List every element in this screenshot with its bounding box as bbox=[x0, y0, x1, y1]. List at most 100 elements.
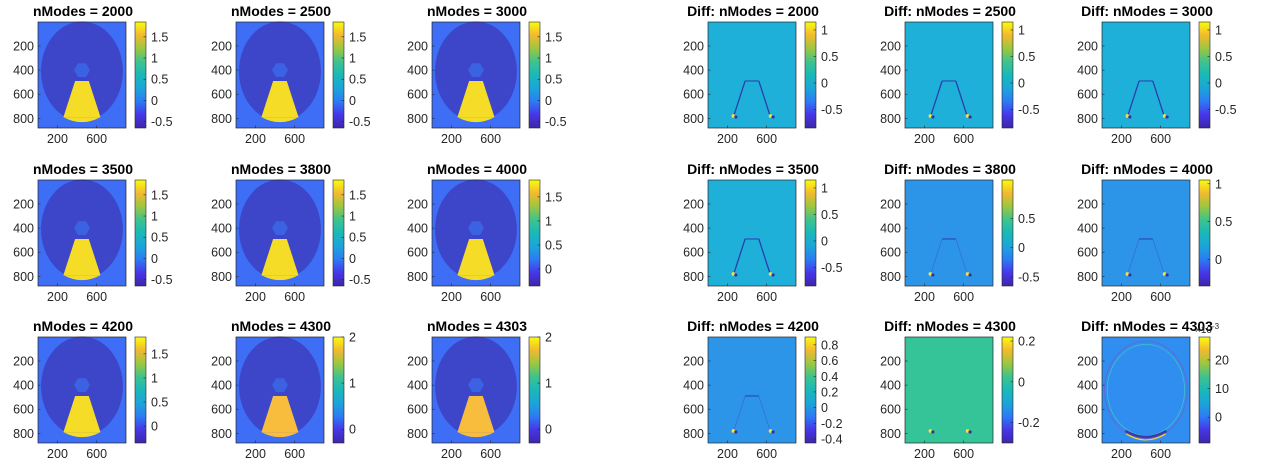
y-tick-label: 800 bbox=[880, 427, 901, 441]
diff-background bbox=[1102, 22, 1190, 128]
colorbar-frame bbox=[332, 21, 345, 129]
x-tick-label: 200 bbox=[441, 290, 462, 304]
diff-background bbox=[708, 180, 796, 286]
diff-background bbox=[905, 337, 993, 443]
hotspot bbox=[928, 429, 933, 433]
colorbar-tick-label: 0 bbox=[1018, 375, 1025, 389]
coldspot bbox=[734, 273, 738, 277]
colorbar-tick-label: 0 bbox=[1018, 241, 1025, 255]
colorbar bbox=[805, 22, 816, 128]
diff-background bbox=[905, 180, 993, 286]
y-tick-label: 600 bbox=[13, 403, 34, 417]
axes-box bbox=[1101, 21, 1191, 129]
hexagon-region bbox=[74, 378, 90, 392]
x-tick-label: 200 bbox=[245, 447, 266, 461]
x-tick-label: 600 bbox=[284, 290, 305, 304]
colorbar bbox=[135, 337, 146, 443]
y-tick-label: 600 bbox=[13, 246, 34, 260]
y-tick-label: 400 bbox=[683, 222, 704, 236]
colorbar-tick-label: 0.2 bbox=[1018, 335, 1035, 349]
y-tick-label: 800 bbox=[880, 270, 901, 284]
y-tick-label: 600 bbox=[211, 88, 232, 102]
subplot: Diff: nModes = 2000 200 400 600 800 200 600 1 0.… bbox=[683, 3, 842, 146]
colorbar-tick-label: -0.2 bbox=[1018, 416, 1040, 430]
colorbar-tick-label: 1 bbox=[821, 23, 828, 37]
axes-box bbox=[1101, 336, 1191, 444]
colorbar-tick-label: -0.5 bbox=[349, 273, 371, 287]
colorbar-tick-label: 0 bbox=[1018, 76, 1025, 90]
y-tick-label: 800 bbox=[1077, 270, 1098, 284]
colorbar-frame bbox=[332, 179, 345, 287]
hotspot bbox=[928, 114, 933, 118]
colorbar bbox=[529, 180, 540, 286]
y-tick-label: 400 bbox=[407, 222, 428, 236]
colorbar-tick-label: -0.2 bbox=[821, 417, 843, 431]
colorbar-tick-label: 0.5 bbox=[151, 396, 168, 410]
colorbar-tick-label: -0.5 bbox=[1018, 271, 1040, 285]
diff-background bbox=[1102, 180, 1190, 286]
coldspot bbox=[1128, 273, 1132, 277]
colorbar-tick-label: 1 bbox=[349, 52, 356, 66]
hotspot bbox=[731, 429, 736, 433]
y-tick-label: 200 bbox=[683, 197, 704, 211]
y-tick-label: 800 bbox=[1077, 427, 1098, 441]
colorbar-tick-label: 0 bbox=[349, 94, 356, 108]
colorbar-tick-label: -0.5 bbox=[151, 115, 173, 129]
y-tick-label: 600 bbox=[211, 403, 232, 417]
colorbar-tick-label: 0.5 bbox=[821, 50, 838, 64]
coldspot bbox=[771, 430, 775, 434]
y-tick-label: 400 bbox=[880, 379, 901, 393]
edge-artifact bbox=[1126, 80, 1140, 118]
subplot-title: nModes = 4303 bbox=[427, 318, 527, 334]
edge-artifact bbox=[955, 80, 969, 118]
x-tick-label: 200 bbox=[914, 132, 935, 146]
subplot: nModes = 3800 200 400 600 800 200 600 1.5 1 0.5 0 -… bbox=[211, 161, 370, 304]
y-tick-label: 800 bbox=[1077, 112, 1098, 126]
y-tick-label: 400 bbox=[211, 64, 232, 78]
y-tick-label: 400 bbox=[1077, 379, 1098, 393]
colorbar-frame bbox=[134, 21, 147, 129]
y-tick-label: 600 bbox=[407, 403, 428, 417]
colorbar bbox=[135, 180, 146, 286]
coldspot bbox=[734, 430, 738, 434]
colorbar bbox=[805, 337, 816, 443]
y-tick-label: 800 bbox=[407, 270, 428, 284]
hotspot bbox=[965, 429, 970, 433]
x-tick-label: 200 bbox=[717, 132, 738, 146]
x-tick-label: 600 bbox=[480, 447, 501, 461]
colorbar bbox=[1002, 337, 1013, 443]
hexagon-region bbox=[468, 63, 484, 77]
colorbar-tick-label: -0.5 bbox=[821, 103, 843, 117]
colorbar-tick-label: 20 bbox=[1215, 353, 1229, 367]
edge-artifact bbox=[758, 238, 772, 276]
subplot-title: Diff: nModes = 2500 bbox=[884, 3, 1016, 19]
colorbar-tick-label: 0.5 bbox=[349, 231, 366, 245]
subplot: Diff: nModes = 3000 200 400 600 800 200 600 1 0.… bbox=[1077, 3, 1236, 146]
hexagon-region bbox=[74, 63, 90, 77]
colorbar-frame bbox=[528, 21, 541, 129]
y-tick-label: 200 bbox=[211, 354, 232, 368]
colorbar-tick-label: 1 bbox=[545, 214, 552, 228]
x-tick-label: 200 bbox=[914, 290, 935, 304]
colorbar-tick-label: 0 bbox=[1215, 411, 1222, 425]
subplot: nModes = 4000 200 400 600 800 200 600 1.5 1 0.5 0 bbox=[407, 161, 562, 304]
colorbar-tick-label: 0.5 bbox=[349, 73, 366, 87]
subplot-title: nModes = 4000 bbox=[427, 161, 527, 177]
colorbar-tick-label: -0.4 bbox=[821, 433, 843, 447]
colorbar-frame bbox=[804, 336, 817, 444]
axes-box bbox=[37, 336, 127, 444]
y-tick-label: 600 bbox=[407, 246, 428, 260]
y-tick-label: 200 bbox=[13, 39, 34, 53]
cone-arc bbox=[63, 275, 101, 281]
subplot-title: nModes = 2000 bbox=[33, 3, 133, 19]
colorbar-tick-label: 1 bbox=[349, 210, 356, 224]
colorbar-tick-label: 1.5 bbox=[151, 30, 168, 44]
colorbar-tick-label: 1 bbox=[349, 377, 356, 391]
ring-artifact bbox=[1103, 340, 1188, 440]
colorbar-tick-label: -0.5 bbox=[1215, 103, 1237, 117]
cone-region bbox=[63, 81, 101, 118]
diff-background bbox=[708, 337, 796, 443]
coldspot bbox=[734, 115, 738, 119]
x-tick-label: 200 bbox=[1111, 447, 1132, 461]
